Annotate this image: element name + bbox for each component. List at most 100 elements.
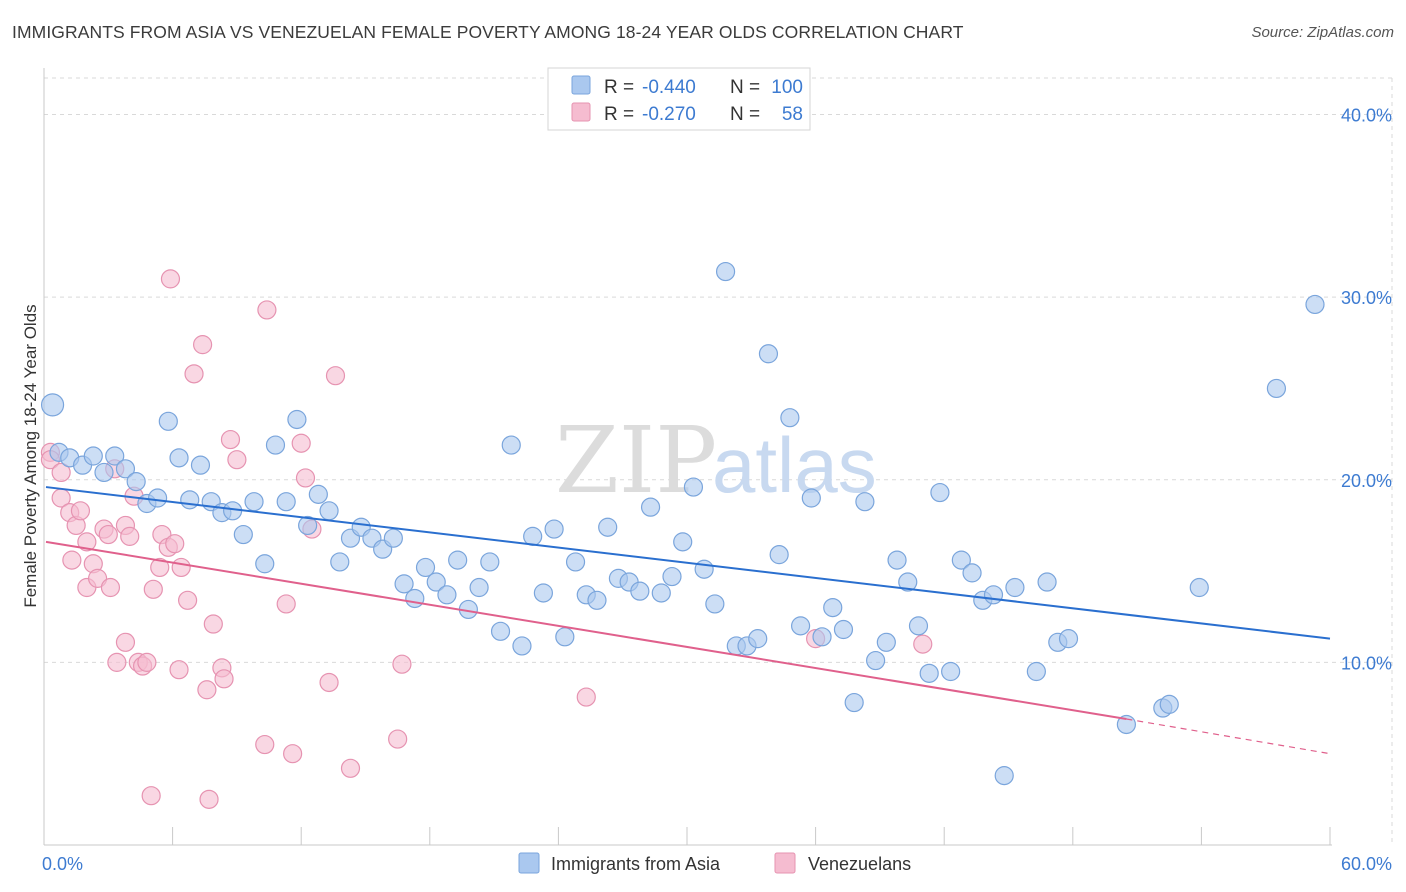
asia-point-52 [598, 517, 618, 537]
venezuelans-point-34 [184, 364, 204, 384]
legend: R = -0.440 N = 100 R = -0.270 N = 58 [547, 67, 811, 131]
asia-point-59 [673, 532, 693, 552]
asia-point-88 [983, 585, 1004, 605]
venezuelans-point-26 [150, 557, 170, 578]
legend-n-value-2: 58 [782, 104, 803, 125]
venezuelans-point-55 [576, 687, 596, 707]
asia-point-61 [694, 559, 714, 579]
legend-n-label-1: N = [730, 77, 760, 98]
venezuelans-point-31 [169, 660, 189, 680]
venezuelans-point-25 [143, 579, 163, 599]
asia-point-40 [469, 577, 489, 598]
x-tick-label-1: 60.0% [1341, 854, 1392, 874]
legend-swatch-blue [571, 75, 591, 95]
watermark: ZIP atlas [555, 407, 877, 514]
asia-point-36 [426, 572, 446, 592]
asia-point-41 [480, 552, 500, 572]
asia-point-83 [930, 482, 950, 503]
asia-point-58 [662, 566, 682, 587]
asia-point-51 [587, 590, 607, 610]
venezuelans-point-43 [255, 734, 275, 755]
asia-point-19 [244, 492, 264, 512]
asia-point-76 [855, 492, 875, 512]
asia-point-6 [105, 446, 125, 466]
asia-point-99 [1266, 378, 1287, 399]
asia-point-4 [83, 446, 103, 466]
legend-r-value-1: -0.440 [642, 77, 696, 98]
asia-point-100 [1305, 294, 1325, 315]
asia-point-10 [147, 488, 168, 508]
venezuelans-point-38 [203, 614, 223, 634]
asia-point-81 [908, 616, 929, 636]
asia-point-7 [115, 459, 136, 479]
legend-swatch-pink [571, 102, 591, 122]
trend-line-venezuelans-extension [1126, 718, 1331, 755]
asia-point-38 [448, 550, 468, 570]
venezuelans-point-30 [165, 534, 185, 554]
bottom-legend: Immigrants from Asia Venezuelans [518, 852, 911, 874]
venezuelans-point-48 [295, 468, 316, 488]
legend-r-label-2: R = [604, 104, 634, 125]
legend-r-label-1: R = [604, 77, 634, 98]
asia-point-68 [769, 545, 789, 565]
venezuelans-point-23 [137, 652, 157, 672]
bottom-legend-label-1: Immigrants from Asia [551, 854, 721, 874]
legend-n-value-1: 100 [771, 77, 803, 98]
asia-point-57 [651, 583, 671, 603]
asia-point-47 [544, 519, 564, 539]
asia-point-75 [844, 692, 864, 713]
asia-point-82 [919, 663, 939, 683]
asia-point-72 [812, 627, 832, 647]
asia-point-27 [330, 552, 350, 572]
asia-point-94 [1058, 629, 1079, 649]
asia-point-84 [941, 661, 961, 682]
venezuelans-point-9 [77, 532, 97, 552]
asia-point-92 [1037, 572, 1057, 592]
venezuelans-point-19 [120, 526, 140, 546]
asia-point-33 [394, 574, 414, 594]
bottom-legend-swatch-pink [774, 852, 796, 874]
venezuelans-point-52 [340, 758, 361, 778]
chart-title: IMMIGRANTS FROM ASIA VS VENEZUELAN FEMAL… [12, 22, 964, 42]
venezuelans-point-24 [141, 786, 161, 806]
asia-point-24 [298, 515, 318, 536]
venezuelans-point-36 [197, 680, 217, 700]
y-tick-label-3: 40.0% [1341, 106, 1392, 126]
venezuelans-point-7 [70, 501, 91, 521]
asia-point-22 [276, 492, 296, 512]
asia-point-8 [126, 471, 146, 492]
venezuelans-point-44 [257, 300, 277, 320]
bottom-legend-swatch-blue [518, 852, 540, 874]
asia-point-66 [748, 629, 768, 649]
asia-point-37 [437, 585, 457, 605]
asia-point-18 [233, 524, 253, 545]
asia-point-0 [40, 393, 65, 417]
y-axis-label: Female Poverty Among 18-24 Year Olds [21, 304, 40, 607]
legend-n-label-2: N = [730, 104, 760, 125]
venezuelans-point-54 [392, 654, 412, 674]
asia-point-13 [180, 490, 200, 510]
venezuelans-point-13 [98, 524, 118, 545]
asia-point-98 [1189, 577, 1209, 598]
venezuelans-point-33 [178, 590, 198, 610]
asia-point-70 [790, 616, 811, 636]
asia-point-91 [1026, 661, 1046, 682]
asia-point-11 [158, 411, 178, 431]
trend-line-asia [45, 486, 1331, 640]
asia-point-23 [287, 409, 307, 430]
asia-point-21 [265, 435, 286, 455]
asia-point-25 [308, 484, 328, 504]
x-tick-labels: 0.0% 60.0% [42, 854, 1392, 874]
asia-point-20 [255, 554, 275, 574]
venezuelans-point-50 [319, 672, 339, 693]
x-tick-label-0: 0.0% [42, 854, 83, 874]
asia-point-26 [319, 501, 339, 521]
asia-point-35 [415, 557, 436, 578]
asia-point-85 [951, 550, 971, 570]
trend-line-venezuelans [45, 540, 1127, 720]
asia-point-60 [683, 477, 704, 497]
asia-point-67 [758, 344, 779, 364]
watermark-zip: ZIP [555, 407, 717, 514]
asia-point-90 [1005, 577, 1025, 598]
immigrants-from-asia-points [40, 261, 1325, 786]
